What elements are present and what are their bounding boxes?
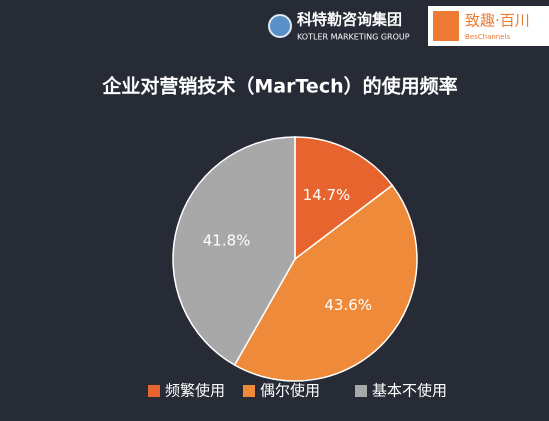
legend-swatch [148,385,160,397]
logo-text: 科特勒咨询集团 [297,11,402,29]
logo-subtext: KOTLER MARKETING GROUP [297,33,410,42]
data-label: 14.7% [303,186,351,204]
pie-slice [294,136,394,261]
pie-slice [233,184,418,382]
logo-subtext: BesChannels [465,33,510,41]
logo-icon [433,11,459,41]
legend-label: 基本不使用 [372,382,447,400]
logo-icon [268,14,292,38]
legend-label: 偶尔使用 [260,382,320,400]
legend-swatch [243,385,255,397]
legend-label: 频繁使用 [165,382,225,400]
legend-swatch [355,385,367,397]
data-label: 43.6% [324,296,372,314]
pie-slice [172,136,296,367]
logo-text: 致趣·百川 [465,12,530,30]
data-label: 41.8% [203,231,251,249]
chart-title: 企业对营销技术（MarTech）的使用频率 [101,75,457,98]
